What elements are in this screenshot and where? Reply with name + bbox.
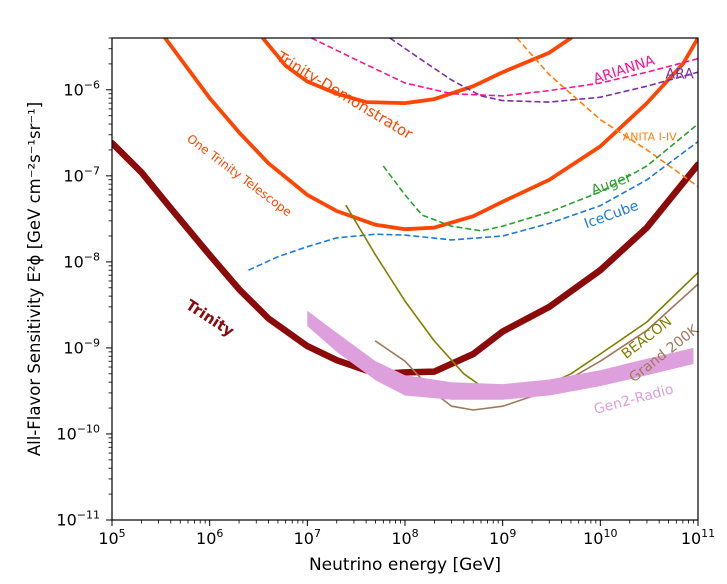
x-tick-label: 107 — [294, 527, 321, 548]
y-tick-label: 10−9 — [63, 336, 100, 357]
y-tick-label: 10−6 — [63, 78, 100, 99]
y-axis-label: All-Flavor Sensitivity E²ϕ [GeV cm⁻²s⁻¹s… — [25, 102, 44, 456]
x-tick-label: 1010 — [583, 527, 617, 548]
anita-i-iv-label: ANITA I-IV — [623, 130, 677, 143]
x-axis-label: Neutrino energy [GeV] — [309, 555, 501, 575]
one-trinity-telescope-curve — [163, 38, 698, 232]
gen2-radio-band — [307, 310, 694, 400]
y-tick-label: 10−11 — [56, 509, 100, 530]
auger-curve — [382, 123, 698, 232]
axis-ticks: 105 106 107 108 109 1010 1011 10−11 10−10 10−9 10−… — [56, 37, 715, 548]
y-tick-label: 10−10 — [56, 423, 100, 444]
grand-200k-curve — [374, 283, 698, 411]
x-tick-label: 106 — [196, 527, 223, 548]
y-tick-label: 10−8 — [63, 250, 100, 271]
y-tick-label: 10−7 — [63, 164, 100, 185]
icecube-curve — [248, 140, 698, 271]
x-tick-label: 109 — [489, 527, 516, 548]
x-tick-label: 105 — [98, 527, 125, 548]
x-tick-label: 1011 — [681, 527, 715, 548]
series-layer — [112, 38, 698, 411]
ara-label: ARA — [666, 67, 695, 83]
anita-i-iv-curve — [516, 38, 698, 188]
ara-curve — [389, 38, 698, 103]
trinity-demonstrator-curve — [260, 38, 573, 105]
x-tick-label: 108 — [391, 527, 418, 548]
arianna-curve — [311, 38, 698, 97]
